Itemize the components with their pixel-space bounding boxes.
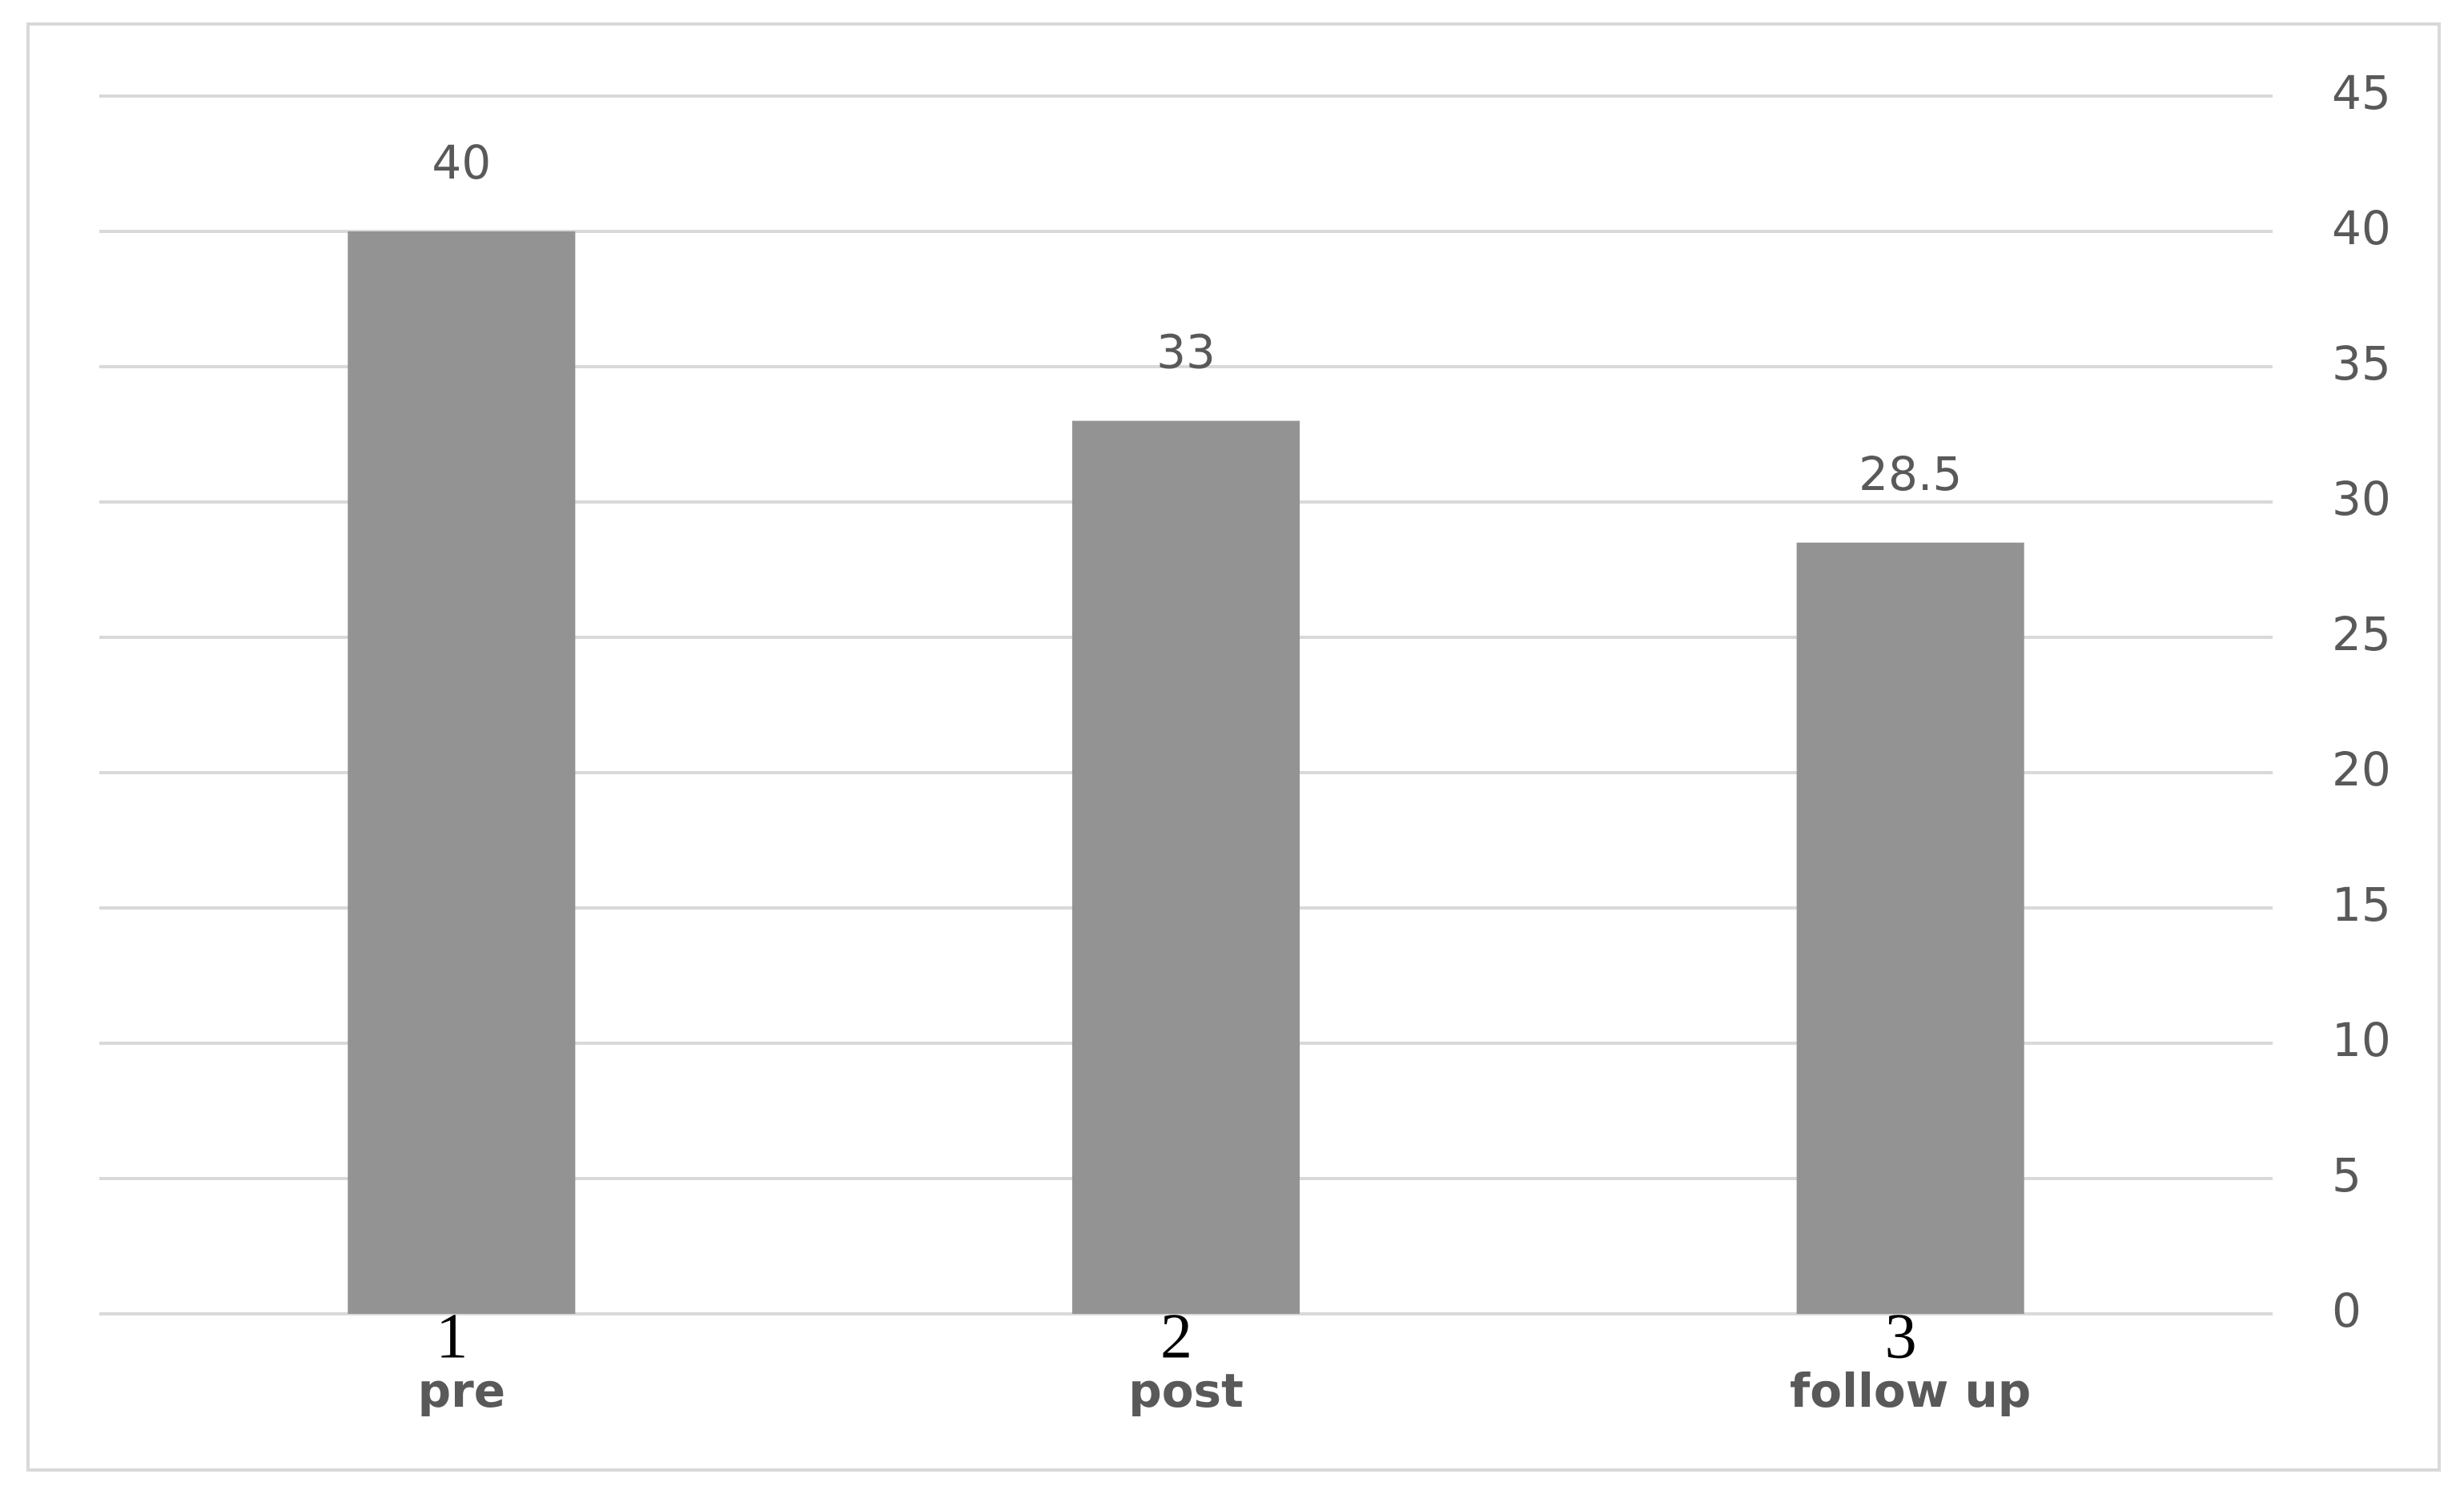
value-label: 28.5: [1859, 447, 1962, 501]
y-tick-label: 15: [2332, 878, 2391, 932]
index-label: 2: [1160, 1301, 1192, 1372]
bar: [348, 231, 576, 1314]
y-tick-label: 25: [2332, 607, 2391, 661]
y-tick-label: 0: [2332, 1283, 2362, 1338]
x-tick-label: pre: [418, 1363, 505, 1418]
y-tick-label: 10: [2332, 1013, 2391, 1067]
value-label: 40: [432, 135, 491, 190]
y-tick-label: 35: [2332, 336, 2391, 391]
y-tick-label: 5: [2332, 1148, 2362, 1203]
x-tick-label: follow up: [1790, 1363, 2031, 1418]
index-label: 3: [1885, 1301, 1917, 1372]
y-tick-label: 30: [2332, 472, 2391, 526]
value-label: 33: [1156, 325, 1216, 380]
index-label: 1: [436, 1301, 468, 1372]
bar: [1796, 542, 2024, 1314]
bar: [1071, 420, 1300, 1314]
y-tick-label: 40: [2332, 201, 2391, 255]
y-tick-label: 45: [2332, 66, 2391, 120]
x-tick-label: post: [1128, 1363, 1244, 1418]
y-tick-label: 20: [2332, 742, 2391, 797]
